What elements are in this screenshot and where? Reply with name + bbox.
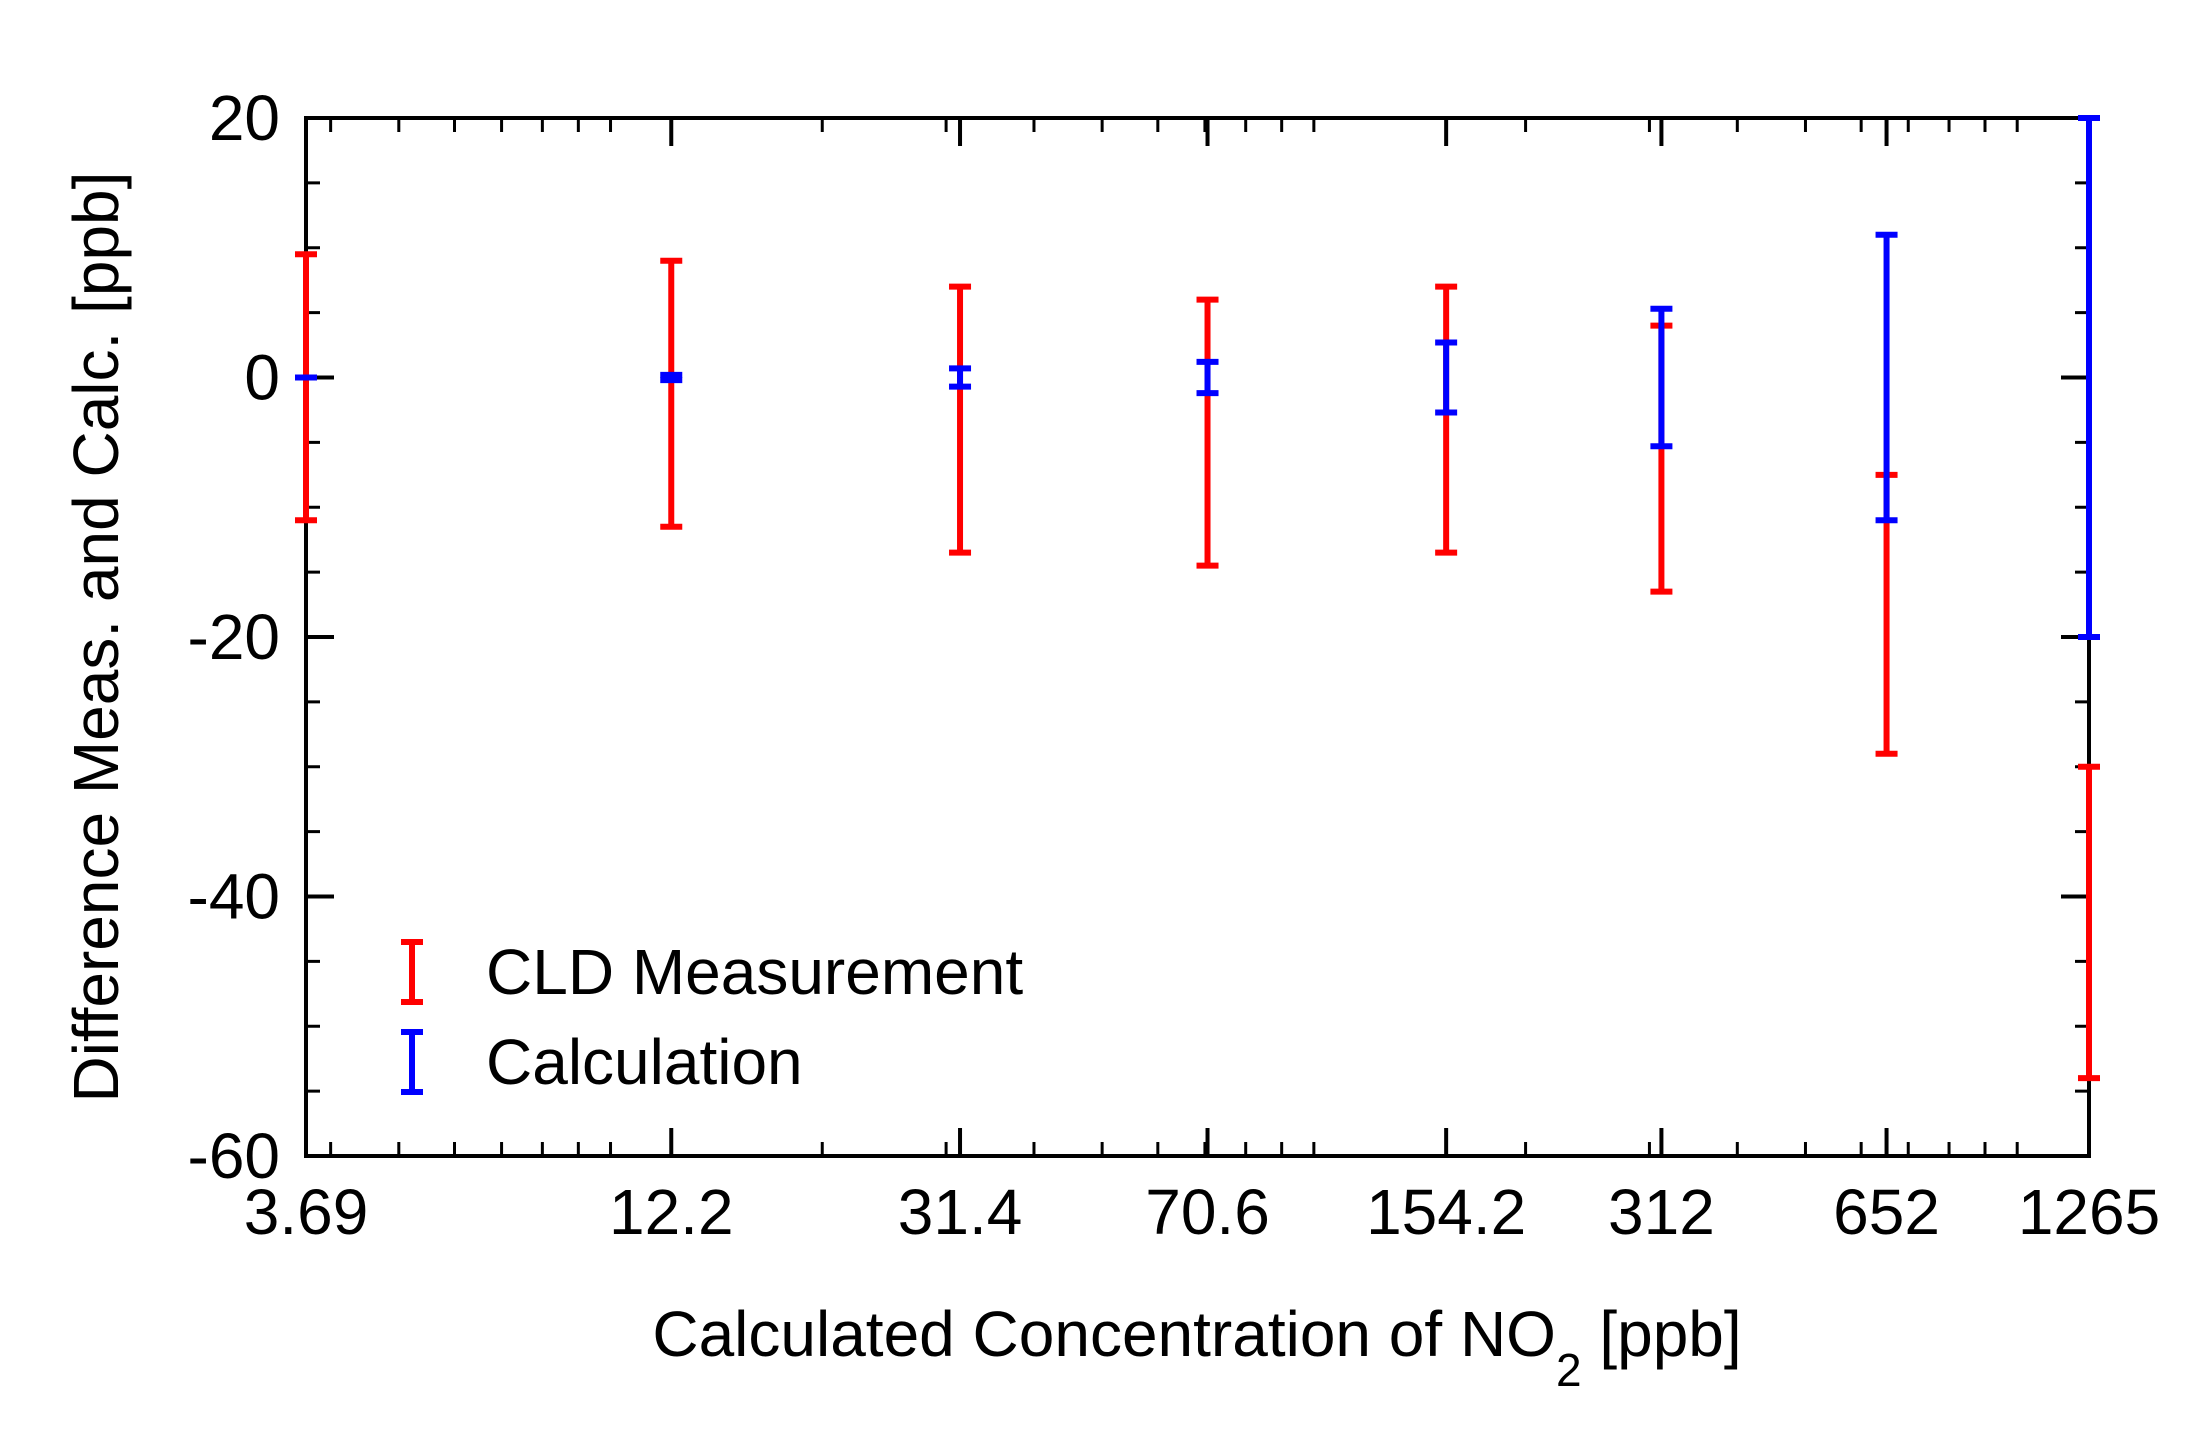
legend-item-calculation: Calculation <box>401 1026 803 1098</box>
cld-measurement-error-bar <box>949 283 972 556</box>
x-tick-label: 652 <box>1833 1176 1940 1248</box>
x-tick-label: 154.2 <box>1366 1176 1526 1248</box>
x-axis-title: Calculated Concentration of NO2 [ppb] <box>652 1298 1741 1396</box>
x-axis-title-subscript: 2 <box>1556 1344 1582 1396</box>
x-tick-label: 1265 <box>2018 1176 2160 1248</box>
y-tick-label: -40 <box>188 861 281 933</box>
cld-measurement-error-bar <box>1435 283 1458 556</box>
cld-measurement-error-bar <box>660 257 683 530</box>
legend: CLD Measurement Calculation <box>401 936 1023 1098</box>
calculation-error-bar <box>2078 115 2100 640</box>
y-tick-labels: 20 0 -20 -40 -60 <box>188 82 281 1192</box>
calculation-error-bar <box>949 365 972 390</box>
legend-label: CLD Measurement <box>486 936 1023 1008</box>
y-tick-label: 20 <box>209 82 280 154</box>
calculation-error-bar <box>1196 358 1219 397</box>
calculation-error-bar <box>660 371 683 384</box>
y-tick-label: 0 <box>244 342 280 414</box>
x-axis-title-suffix: [ppb] <box>1582 1298 1742 1370</box>
error-bars <box>295 115 2100 1082</box>
y-tick-label: -20 <box>188 601 281 673</box>
minor-ticks <box>306 118 2089 1156</box>
x-tick-label: 12.2 <box>609 1176 734 1248</box>
y-tick-label: -60 <box>188 1120 281 1192</box>
x-tick-label: 3.69 <box>244 1176 369 1248</box>
x-tick-labels: 3.69 12.2 31.4 70.6 154.2 312 652 1265 <box>244 1176 2160 1248</box>
cld-measurement-error-bar <box>2078 763 2100 1082</box>
x-tick-label: 70.6 <box>1145 1176 1270 1248</box>
legend-label: Calculation <box>486 1026 803 1098</box>
calculation-error-bar <box>1435 339 1458 416</box>
x-tick-label: 312 <box>1608 1176 1715 1248</box>
cld-measurement-error-bar <box>295 251 317 524</box>
calculation-error-bar <box>1875 231 1898 524</box>
x-tick-label: 31.4 <box>898 1176 1023 1248</box>
calculation-error-bar <box>1650 305 1673 450</box>
y-axis-title: Difference Meas. and Calc. [ppb] <box>60 172 132 1103</box>
cld-measurement-error-bar <box>1196 296 1219 569</box>
legend-item-cld-measurement: CLD Measurement <box>401 936 1023 1008</box>
